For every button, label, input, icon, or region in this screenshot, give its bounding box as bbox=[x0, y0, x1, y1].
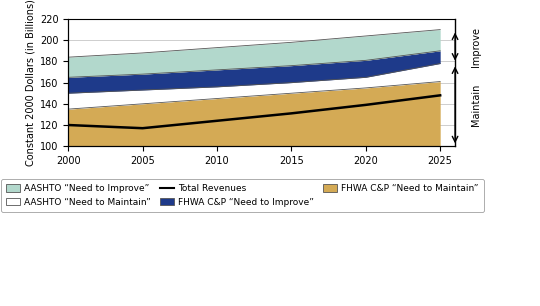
Text: Improve: Improve bbox=[470, 27, 481, 67]
Legend: AASHTO “Need to Improve”, AASHTO “Need to Maintain”, Total Revenues, FHWA C&P “N: AASHTO “Need to Improve”, AASHTO “Need t… bbox=[1, 179, 484, 212]
Text: Maintain: Maintain bbox=[470, 84, 481, 126]
Y-axis label: Constant 2000 Dollars (in Billions): Constant 2000 Dollars (in Billions) bbox=[26, 0, 36, 166]
